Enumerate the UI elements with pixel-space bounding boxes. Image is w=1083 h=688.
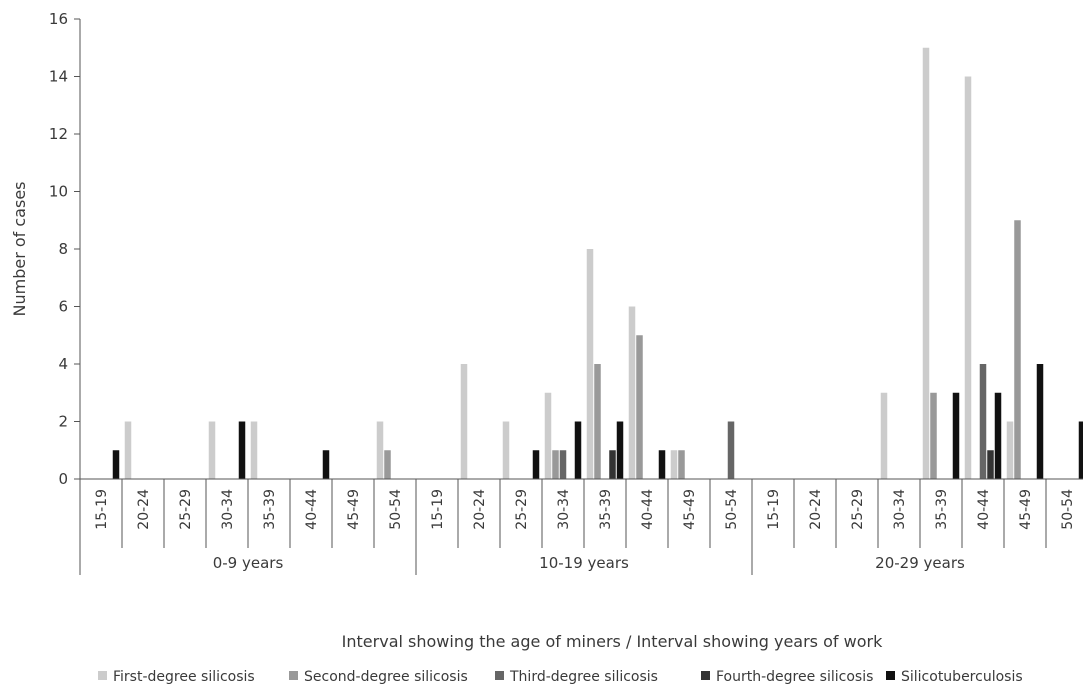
legend-swatch (701, 671, 710, 680)
x-tick-label: 30-34 (892, 489, 908, 530)
bar (460, 364, 468, 479)
x-tick-label: 40-44 (640, 489, 656, 530)
x-tick-label: 25-29 (850, 489, 866, 530)
x-axis: 15-19 20-24 25-29 30-34 35-39 40-44 45-49 50-54… (79, 478, 1083, 575)
x-axis-title: Interval showing the age of miners / Int… (342, 632, 883, 651)
legend-label: Fourth-degree silicosis (716, 669, 873, 685)
bar (1036, 364, 1044, 479)
y-tick-label: 10 (49, 183, 68, 201)
bar (616, 421, 624, 479)
legend-label: Silicotuberculosis (901, 669, 1023, 685)
y-axis-title: Number of cases (10, 182, 29, 317)
x-tick-label: 20-24 (808, 489, 824, 530)
legend-swatch (98, 671, 107, 680)
y-tick-label: 16 (49, 10, 68, 28)
x-tick-label: 50-54 (388, 489, 404, 530)
bar (112, 450, 120, 479)
bar (922, 47, 930, 479)
legend-label: First-degree silicosis (113, 669, 255, 685)
legend-swatch (289, 671, 298, 680)
bar (1014, 220, 1021, 479)
bar (670, 450, 678, 479)
bar (994, 392, 1002, 479)
bar (376, 421, 384, 479)
bar (124, 421, 132, 479)
bar (952, 392, 960, 479)
x-tick-label: 35-39 (598, 489, 614, 530)
x-tick-label: 40-44 (976, 489, 992, 530)
bar (208, 421, 216, 479)
bar (628, 306, 636, 479)
bar (1006, 421, 1014, 479)
legend: First-degree silicosis Second-degree sili… (98, 669, 1023, 685)
x-tick-label: 25-29 (514, 489, 530, 530)
x-tick-label: 30-34 (556, 489, 572, 530)
legend-label: Second-degree silicosis (304, 669, 468, 685)
bar (636, 335, 643, 479)
x-tick-label: 30-34 (220, 489, 236, 530)
bar (979, 364, 987, 479)
bar (559, 450, 567, 479)
x-tick-label: 15-19 (430, 489, 446, 530)
bars (112, 47, 1083, 479)
bar (552, 450, 559, 479)
y-tick-label: 2 (58, 413, 68, 431)
y-tick-label: 12 (49, 125, 68, 143)
group-label: 20-29 years (875, 554, 965, 572)
x-tick-label: 35-39 (934, 489, 950, 530)
legend-label: Third-degree silicosis (509, 669, 658, 685)
bar (594, 364, 601, 479)
bar (930, 392, 937, 479)
x-tick-label: 35-39 (262, 489, 278, 530)
y-tick-label: 4 (58, 355, 68, 373)
x-tick-label: 15-19 (94, 489, 110, 530)
bar (586, 249, 594, 479)
y-tick-label: 0 (58, 470, 68, 488)
bar (964, 76, 972, 479)
bar (544, 392, 552, 479)
bar (532, 450, 540, 479)
bar (322, 450, 330, 479)
bar (727, 421, 735, 479)
bar (609, 450, 616, 479)
group-label: 0-9 years (213, 554, 284, 572)
bar (1078, 421, 1083, 479)
x-tick-label: 50-54 (724, 489, 740, 530)
x-tick-label: 40-44 (304, 489, 320, 530)
y-tick-label: 8 (58, 240, 68, 258)
bar (987, 450, 994, 479)
bar (238, 421, 246, 479)
x-tick-label: 25-29 (178, 489, 194, 530)
group-label: 10-19 years (539, 554, 629, 572)
y-tick-label: 6 (58, 298, 68, 316)
y-axis: 0 2 4 6 8 10 12 14 16 (49, 10, 81, 488)
legend-swatch (495, 671, 504, 680)
bar (250, 421, 258, 479)
legend-swatch (886, 671, 895, 680)
x-tick-label: 15-19 (766, 489, 782, 530)
x-tick-label: 20-24 (472, 489, 488, 530)
y-tick-label: 14 (49, 68, 68, 86)
x-tick-label: 45-49 (682, 489, 698, 530)
x-tick-label: 45-49 (1018, 489, 1034, 530)
bar (678, 450, 685, 479)
bar (384, 450, 391, 479)
x-tick-label: 45-49 (346, 489, 362, 530)
bar (574, 421, 582, 479)
x-tick-label: 50-54 (1060, 489, 1076, 530)
bar (880, 392, 888, 479)
bar (502, 421, 510, 479)
bar (658, 450, 666, 479)
x-tick-label: 20-24 (136, 489, 152, 530)
